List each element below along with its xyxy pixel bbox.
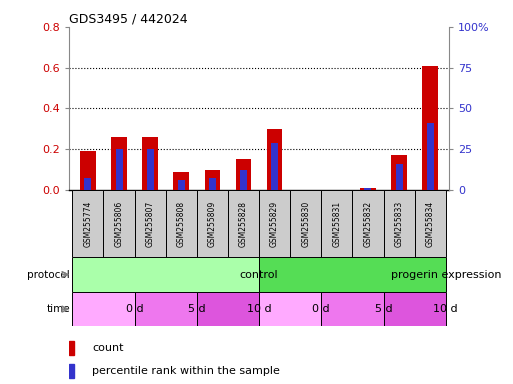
Text: GSM255831: GSM255831 [332, 200, 341, 247]
Text: percentile rank within the sample: percentile rank within the sample [92, 366, 280, 376]
Bar [259, 292, 321, 326]
Bar [290, 190, 321, 257]
Bar [228, 190, 259, 257]
Text: 0 d: 0 d [126, 304, 144, 314]
Text: GSM255829: GSM255829 [270, 200, 279, 247]
Text: 10 d: 10 d [247, 304, 271, 314]
Bar [69, 364, 73, 378]
Bar [197, 292, 259, 326]
Bar [321, 292, 384, 326]
Text: protocol: protocol [27, 270, 70, 280]
Text: GSM255834: GSM255834 [426, 200, 435, 247]
Bar [271, 143, 278, 190]
Bar [259, 257, 446, 292]
Text: GSM255806: GSM255806 [114, 200, 124, 247]
Text: GSM255774: GSM255774 [84, 200, 92, 247]
Text: GSM255832: GSM255832 [364, 200, 372, 247]
Bar [259, 190, 290, 257]
Text: progerin expression: progerin expression [390, 270, 501, 280]
Bar [422, 66, 438, 190]
Text: 5 d: 5 d [374, 304, 392, 314]
Text: 5 d: 5 d [188, 304, 206, 314]
Text: GSM255808: GSM255808 [177, 200, 186, 247]
Bar [352, 190, 384, 257]
Bar [321, 190, 352, 257]
Bar [134, 292, 197, 326]
Text: 10 d: 10 d [433, 304, 458, 314]
Text: time: time [46, 304, 70, 314]
Bar [72, 257, 259, 292]
Bar [415, 190, 446, 257]
Bar [384, 292, 446, 326]
Bar [364, 188, 371, 190]
Bar [197, 190, 228, 257]
Text: GSM255833: GSM255833 [394, 200, 404, 247]
Text: GSM255807: GSM255807 [146, 200, 154, 247]
Bar [209, 178, 216, 190]
Bar [360, 188, 376, 190]
Bar [147, 149, 154, 190]
Bar [173, 172, 189, 190]
Bar [240, 170, 247, 190]
Text: GSM255809: GSM255809 [208, 200, 217, 247]
Bar [72, 190, 104, 257]
Bar [104, 190, 134, 257]
Bar [396, 164, 403, 190]
Text: count: count [92, 343, 124, 353]
Text: 0 d: 0 d [312, 304, 330, 314]
Bar [134, 190, 166, 257]
Bar [427, 123, 433, 190]
Bar [69, 341, 73, 355]
Bar [166, 190, 197, 257]
Bar [115, 149, 123, 190]
Bar [143, 137, 158, 190]
Text: control: control [240, 270, 279, 280]
Bar [391, 156, 407, 190]
Text: GDS3495 / 442024: GDS3495 / 442024 [69, 13, 188, 26]
Text: GSM255830: GSM255830 [301, 200, 310, 247]
Bar [236, 159, 251, 190]
Bar [178, 180, 185, 190]
Bar [72, 292, 134, 326]
Bar [111, 137, 127, 190]
Bar [205, 170, 220, 190]
Bar [384, 190, 415, 257]
Bar [85, 178, 91, 190]
Text: GSM255828: GSM255828 [239, 201, 248, 247]
Bar [267, 129, 282, 190]
Bar [80, 151, 96, 190]
